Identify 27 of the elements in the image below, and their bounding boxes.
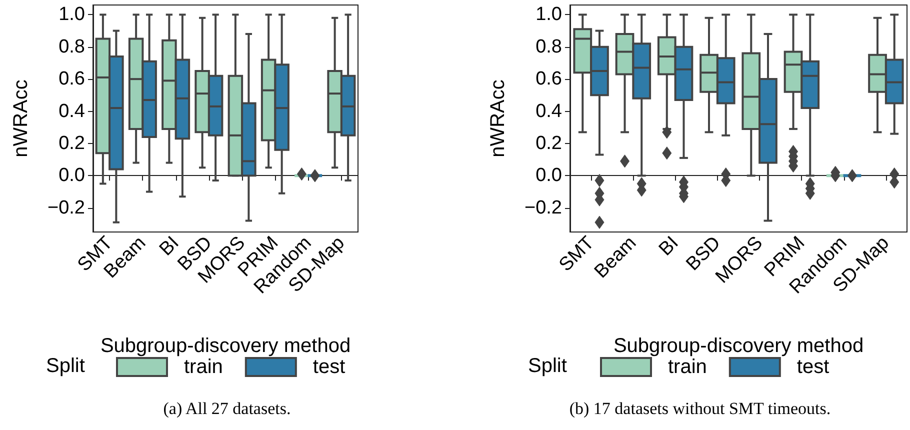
y-tick-label: 0.2: [536, 132, 562, 154]
y-tick-label: 0.0: [536, 165, 562, 186]
y-tick-label: 0.6: [58, 68, 85, 90]
text: (b) 17 datasets without SMT timeouts.: [569, 399, 831, 418]
y-tick-label: 0.4: [536, 100, 562, 122]
y-tick-label: −0.2: [47, 197, 85, 218]
y-axis-title: nWRAcc: [487, 80, 509, 158]
legend-label: test: [312, 356, 346, 378]
y-tick-label: 0.8: [58, 36, 85, 58]
y-tick-label: 0.6: [536, 68, 562, 90]
y-tick-label: 0.4: [58, 100, 86, 122]
text: (a) All 27 datasets.: [163, 399, 291, 418]
x-axis-title: Subgroup-discovery method: [100, 335, 351, 357]
y-tick-label: 1.0: [536, 4, 562, 26]
legend-label: train: [184, 356, 223, 378]
legend-title: Split: [46, 355, 86, 377]
x-axis-title: Subgroup-discovery method: [613, 335, 864, 357]
y-tick-label: −0.2: [524, 197, 562, 218]
legend-label: test: [796, 356, 830, 378]
x-tick-label: BI: [655, 232, 683, 260]
y-tick-label: 1.0: [58, 4, 85, 26]
y-axis-title: nWRAcc: [10, 80, 32, 158]
y-tick-label: 0.2: [58, 132, 85, 154]
y-tick-label: 0.0: [58, 165, 85, 186]
legend-title: Split: [528, 355, 568, 377]
y-tick-label: 0.8: [536, 36, 562, 58]
legend-label: train: [668, 356, 707, 378]
